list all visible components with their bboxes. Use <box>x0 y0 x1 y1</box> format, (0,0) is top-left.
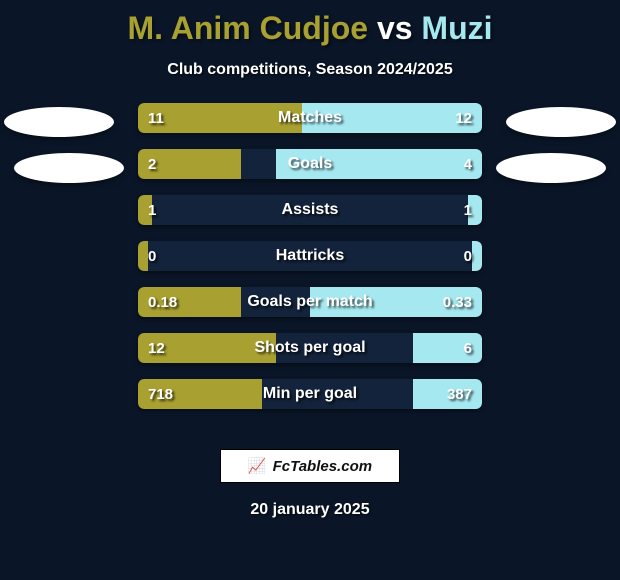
comparison-arena: Matches1112 Goals24 Assists11 Hattricks00 Go… <box>0 103 620 433</box>
stat-label: Hattricks <box>138 241 482 271</box>
stat-bar-right <box>413 379 482 409</box>
player1-avatar-top <box>4 107 114 137</box>
stat-row: Goals per match0.180.33 <box>138 287 482 317</box>
stat-bar-right <box>310 287 482 317</box>
stat-bar-left <box>138 379 262 409</box>
date-label: 20 january 2025 <box>0 501 620 519</box>
stat-row: Hattricks00 <box>138 241 482 271</box>
brand-badge: 📈 FcTables.com <box>220 449 400 483</box>
brand-text: FcTables.com <box>273 458 372 475</box>
stat-row: Min per goal718387 <box>138 379 482 409</box>
stat-row: Shots per goal126 <box>138 333 482 363</box>
stat-bar-left <box>138 195 152 225</box>
stat-row: Goals24 <box>138 149 482 179</box>
stat-bar-left <box>138 103 302 133</box>
player2-name: Muzi <box>421 10 492 46</box>
stat-bar-right <box>413 333 482 363</box>
stat-bars: Matches1112 Goals24 Assists11 Hattricks00 Go… <box>138 103 482 425</box>
stat-bar-right <box>302 103 482 133</box>
stat-bar-right <box>276 149 482 179</box>
stat-bar-right <box>468 195 482 225</box>
subtitle: Club competitions, Season 2024/2025 <box>0 61 620 79</box>
player2-avatar-bottom <box>496 153 606 183</box>
player1-name: M. Anim Cudjoe <box>127 10 368 46</box>
chart-icon: 📈 <box>248 457 267 475</box>
stat-bar-left <box>138 241 148 271</box>
stat-bar-right <box>472 241 482 271</box>
comparison-title: M. Anim Cudjoe vs Muzi <box>0 0 620 47</box>
stat-bar-left <box>138 149 241 179</box>
player1-avatar-bottom <box>14 153 124 183</box>
stat-row: Matches1112 <box>138 103 482 133</box>
stat-label: Assists <box>138 195 482 225</box>
player2-avatar-top <box>506 107 616 137</box>
stat-bar-left <box>138 287 241 317</box>
vs-label: vs <box>377 10 413 46</box>
stat-bar-left <box>138 333 276 363</box>
stat-row: Assists11 <box>138 195 482 225</box>
